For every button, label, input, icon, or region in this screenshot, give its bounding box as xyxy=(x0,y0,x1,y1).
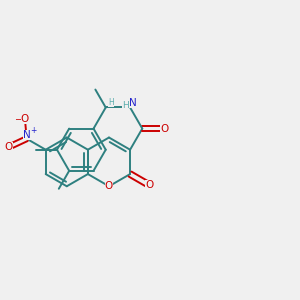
Text: O: O xyxy=(145,180,153,190)
Text: N: N xyxy=(23,130,31,140)
Text: +: + xyxy=(30,126,36,135)
Text: H: H xyxy=(108,98,114,106)
Text: O: O xyxy=(4,142,13,152)
Text: O: O xyxy=(160,124,168,134)
Text: O: O xyxy=(21,114,29,124)
Text: H: H xyxy=(122,101,129,110)
Text: N: N xyxy=(129,98,136,108)
Text: −: − xyxy=(14,114,21,123)
Text: O: O xyxy=(105,181,113,191)
